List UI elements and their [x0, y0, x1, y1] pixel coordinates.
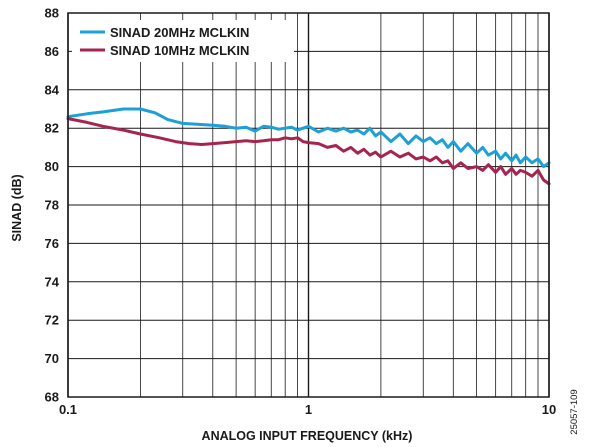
y-tick-label: 84 [45, 82, 60, 97]
y-tick-label: 88 [45, 6, 59, 21]
y-tick-label: 82 [45, 121, 59, 136]
legend-label-sinad-20mhz: SINAD 20MHz MCLKIN [110, 25, 249, 40]
series-layer [66, 107, 551, 186]
y-tick-label: 78 [45, 198, 59, 213]
y-tick-label: 86 [45, 44, 59, 59]
series-line-0 [66, 107, 551, 169]
x-axis-label: ANALOG INPUT FREQUENCY (kHz) [202, 429, 413, 443]
y-tick-label: 70 [45, 351, 59, 366]
x-tick-label: 1 [305, 402, 312, 417]
y-tick-label: 72 [45, 313, 59, 328]
legend-background [72, 20, 294, 62]
x-tick-label: 0.1 [59, 402, 77, 417]
y-tick-label: 68 [45, 390, 59, 405]
x-tick-label: 10 [542, 402, 556, 417]
plot-frame [67, 12, 550, 398]
x-tick-labels: 0.1 1 10 [59, 402, 556, 417]
y-tick-labels: 68 70 72 74 76 78 80 82 84 86 88 [45, 6, 60, 405]
legend-label-sinad-10mhz: SINAD 10MHz MCLKIN [110, 43, 249, 58]
legend: SINAD 20MHz MCLKIN SINAD 10MHz MCLKIN [72, 20, 294, 62]
y-tick-label: 76 [45, 236, 59, 251]
figure-id: 25057-109 [569, 389, 580, 434]
y-tick-label: 80 [45, 159, 59, 174]
y-axis-label: SINAD (dB) [10, 174, 24, 241]
y-tick-label: 74 [45, 274, 60, 289]
series-line-1 [66, 117, 551, 186]
